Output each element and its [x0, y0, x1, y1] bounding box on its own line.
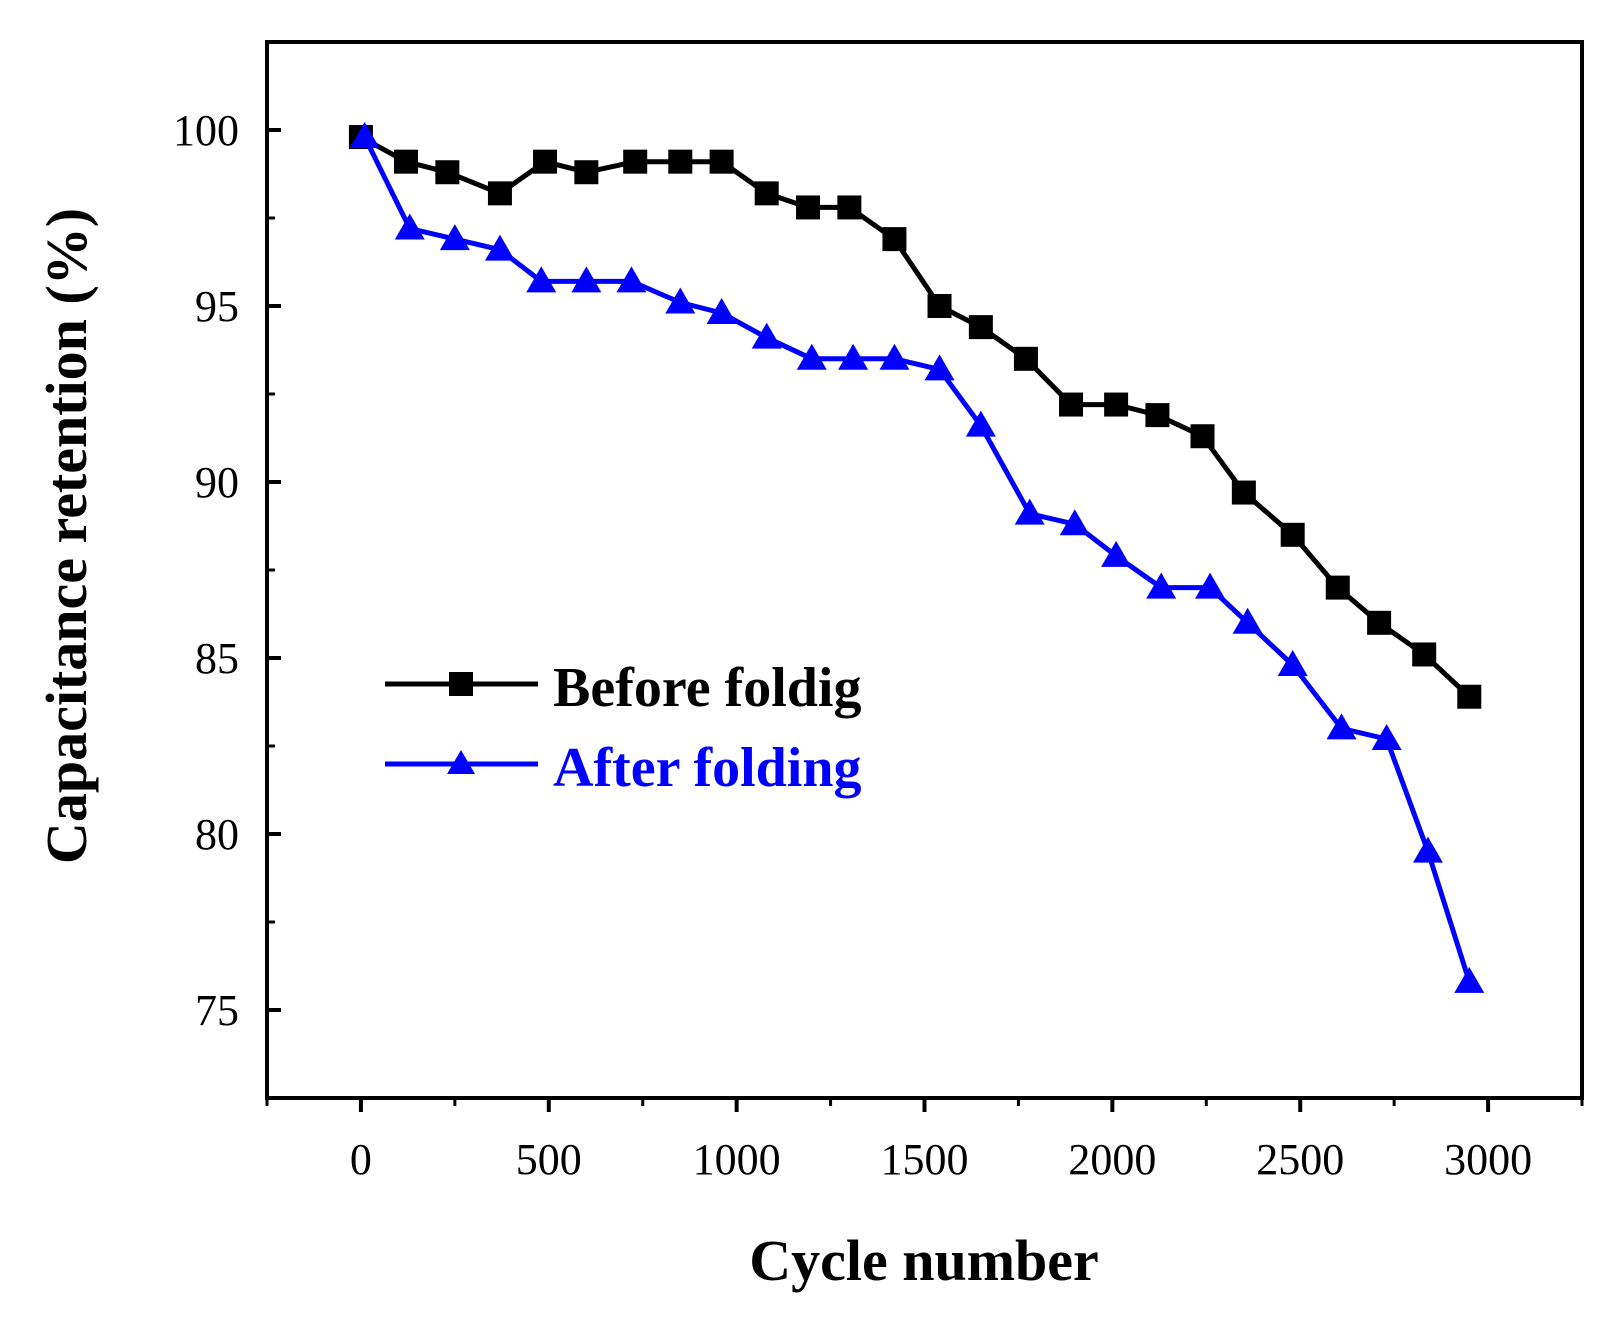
data-point — [439, 224, 470, 251]
data-point — [796, 195, 821, 220]
data-point — [924, 354, 955, 381]
data-point — [1232, 607, 1263, 634]
data-point — [435, 160, 460, 185]
series-line-before-folding — [359, 134, 1472, 699]
data-point — [574, 160, 599, 185]
data-point — [349, 122, 380, 149]
data-point — [665, 287, 696, 314]
data-point — [1146, 572, 1177, 599]
data-point — [487, 181, 512, 206]
series-line-after-folding — [362, 135, 1472, 983]
data-point — [1190, 424, 1215, 449]
data-point — [1231, 480, 1256, 505]
data-point — [1280, 522, 1305, 547]
data-point — [838, 343, 869, 370]
data-point — [837, 195, 862, 220]
data-point — [1367, 610, 1392, 635]
data-point — [1195, 572, 1226, 599]
legend-label-before: Before foldig — [553, 657, 861, 719]
data-point — [754, 181, 779, 206]
x-tick-label: 2000 — [1068, 1135, 1156, 1184]
data-point — [484, 234, 515, 261]
data-point — [533, 149, 558, 174]
data-point — [1059, 509, 1090, 536]
data-point — [394, 149, 419, 174]
legend: Before foldig After folding — [385, 657, 862, 799]
x-tick-label: 1000 — [693, 1135, 781, 1184]
legend-marker-before — [449, 672, 473, 696]
plot-frame — [265, 40, 1584, 1100]
data-point — [394, 213, 425, 240]
data-point — [1145, 403, 1170, 428]
y-tick-label: 85 — [195, 634, 239, 683]
x-tick-label: 0 — [350, 1135, 372, 1184]
data-point — [1104, 392, 1129, 417]
y-tick-label: 80 — [195, 810, 239, 859]
data-point — [1457, 684, 1482, 709]
data-point — [1059, 392, 1084, 417]
series-layer — [348, 122, 1485, 993]
data-point — [1412, 836, 1443, 863]
x-tick-label: 500 — [516, 1135, 582, 1184]
data-point — [796, 343, 827, 370]
y-tick-label: 100 — [173, 106, 239, 155]
x-axis-title: Cycle number — [749, 1228, 1099, 1293]
data-point — [965, 410, 996, 437]
data-point — [526, 266, 557, 293]
data-point — [1277, 650, 1308, 677]
data-point — [571, 266, 602, 293]
data-point — [1371, 723, 1402, 750]
data-point — [1014, 498, 1045, 525]
data-point — [1013, 346, 1038, 371]
x-tick-label: 1500 — [881, 1135, 969, 1184]
data-point — [1325, 575, 1350, 600]
data-point — [751, 322, 782, 349]
y-tick-label: 95 — [195, 282, 239, 331]
data-point — [879, 343, 910, 370]
y-axis: 75 80 85 90 95 100 — [173, 40, 281, 1100]
legend-marker-after — [447, 750, 475, 774]
data-point — [1326, 713, 1357, 740]
data-point — [1101, 540, 1132, 567]
data-point — [1412, 642, 1437, 667]
data-point — [706, 298, 737, 325]
y-tick-label: 90 — [195, 458, 239, 507]
y-axis-title: Capacitance retention (%) — [34, 208, 99, 864]
y-tick-label: 75 — [195, 986, 239, 1035]
data-point — [616, 266, 647, 293]
data-point — [1454, 966, 1485, 993]
data-point — [882, 227, 907, 252]
legend-label-after: After folding — [553, 737, 862, 799]
x-axis: 0 500 1000 1500 2000 2500 3000 — [265, 1098, 1584, 1184]
data-point — [668, 149, 693, 174]
x-tick-label: 2500 — [1256, 1135, 1344, 1184]
data-point — [623, 149, 648, 174]
data-point — [709, 149, 734, 174]
data-point — [968, 315, 993, 340]
data-point — [927, 294, 952, 318]
x-tick-label: 3000 — [1444, 1135, 1532, 1184]
